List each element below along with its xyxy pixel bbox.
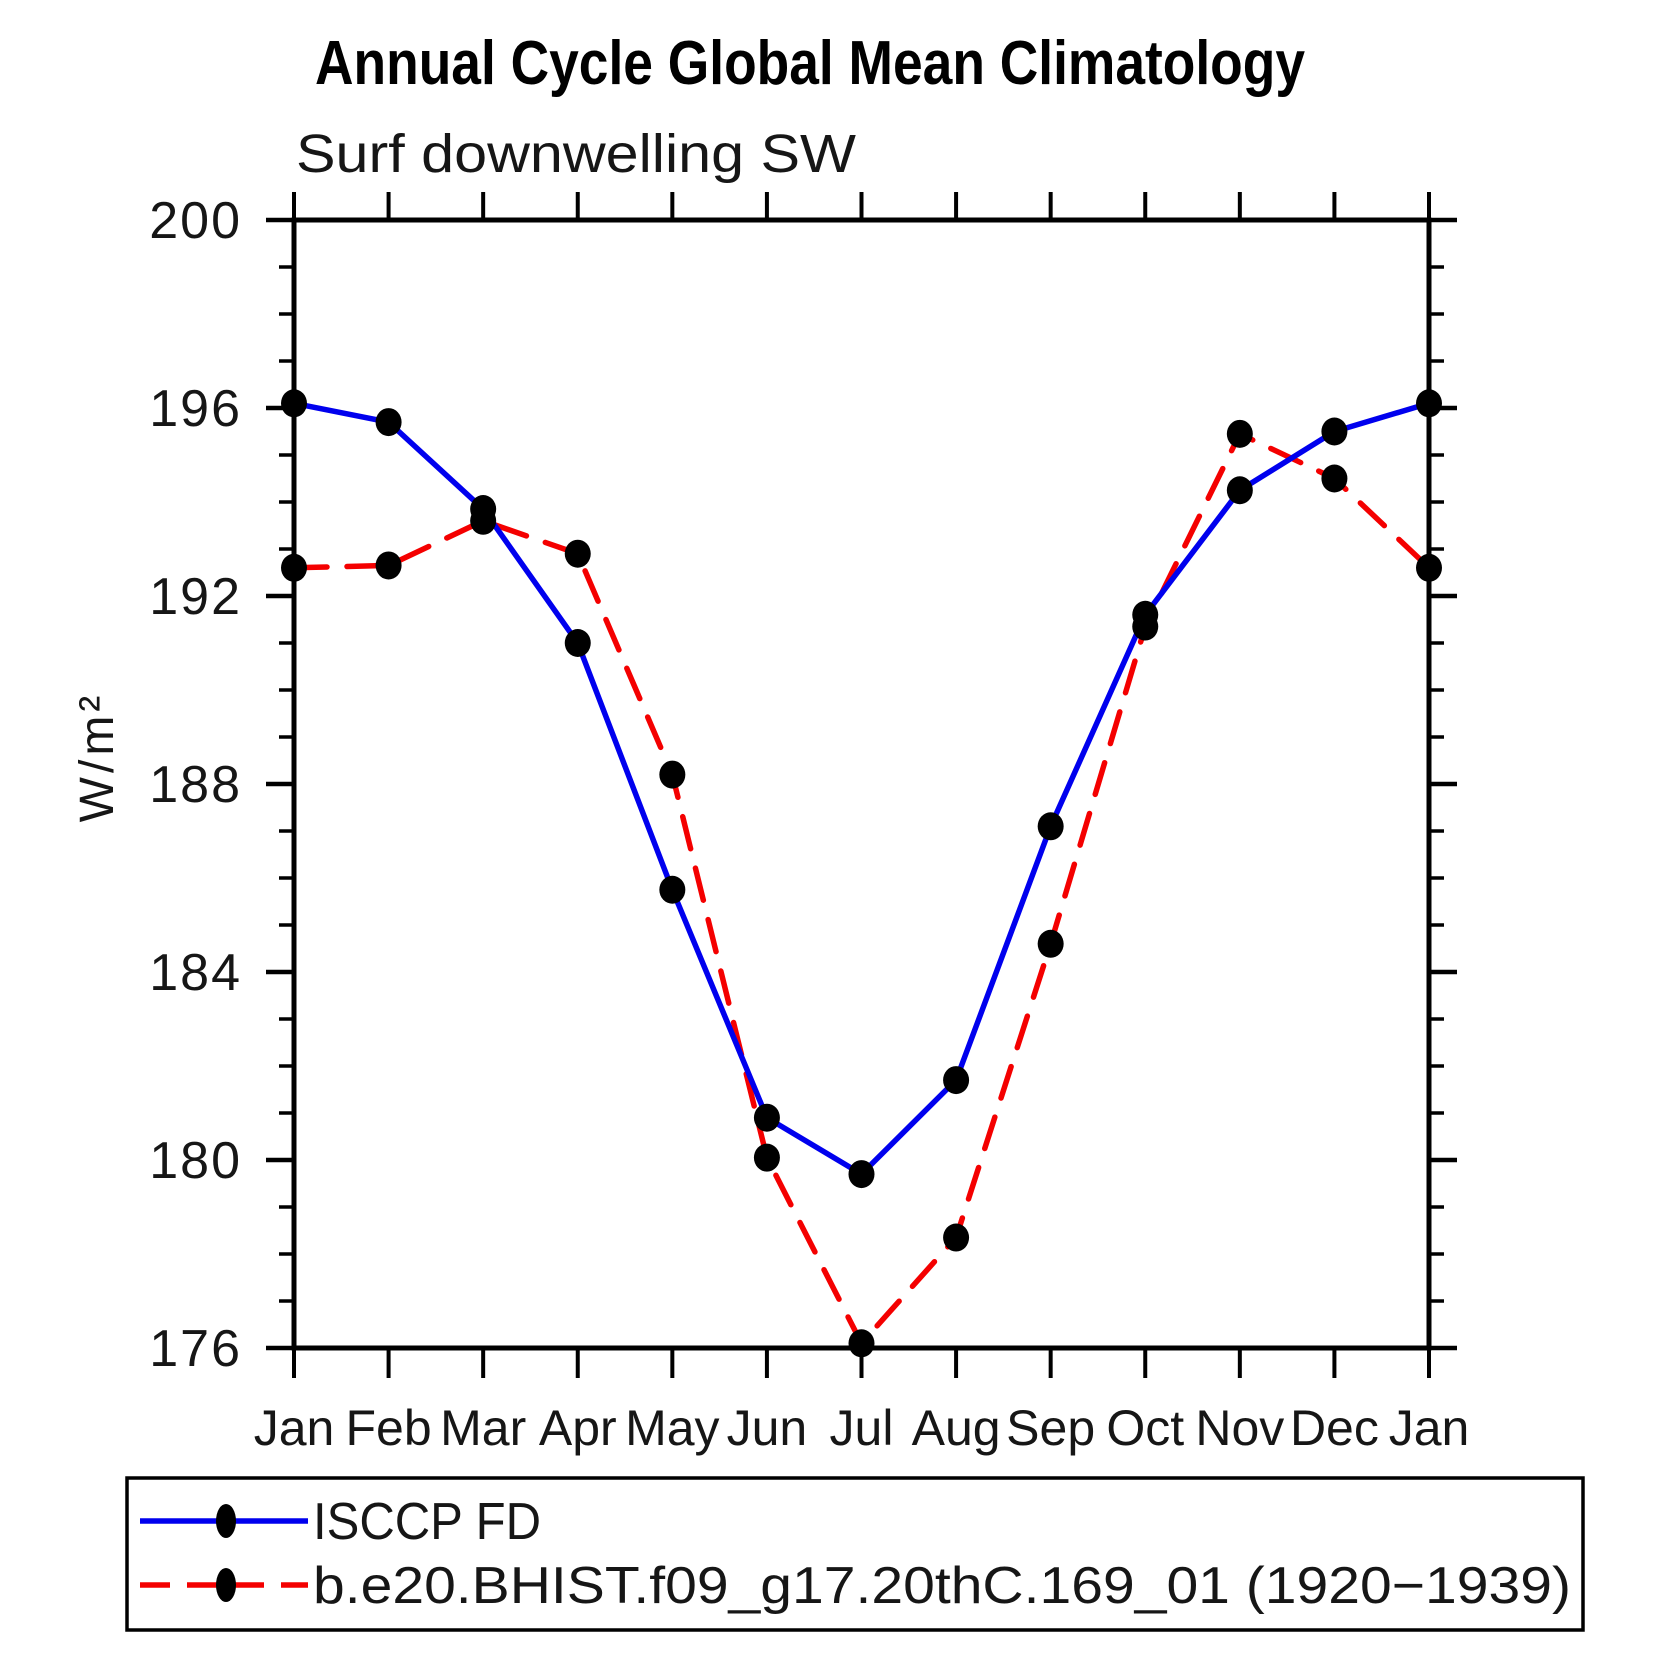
- legend-marker-icon: [216, 1504, 236, 1538]
- legend-label-isccp: ISCCP FD: [313, 1493, 541, 1551]
- data-point-marker: [659, 875, 686, 904]
- data-point-marker: [375, 551, 402, 580]
- data-point-marker: [375, 408, 402, 437]
- legend-marker-icon: [216, 1568, 236, 1602]
- x-tick-label: Nov: [1195, 1400, 1284, 1456]
- data-point-marker: [943, 1066, 970, 1095]
- data-point-marker: [1037, 812, 1064, 841]
- x-tick-label: Dec: [1290, 1400, 1379, 1456]
- data-point-marker: [470, 506, 497, 535]
- data-point-marker: [1321, 464, 1348, 493]
- legend-box: ISCCP FD b.e20.BHIST.f09_g17.20thC.169_0…: [125, 1476, 1585, 1632]
- legend-label-model: b.e20.BHIST.f09_g17.20thC.169_01 (1920−1…: [313, 1557, 1571, 1615]
- data-point-marker: [1132, 612, 1159, 641]
- data-point-marker: [1226, 419, 1253, 448]
- y-tick-label: 188: [149, 756, 242, 814]
- data-point-marker: [564, 539, 591, 568]
- x-tick-label: Jul: [830, 1400, 894, 1456]
- data-point-marker: [753, 1143, 780, 1172]
- y-tick-label: 196: [149, 380, 242, 438]
- data-point-marker: [848, 1329, 875, 1358]
- y-tick-label: 192: [149, 568, 242, 626]
- series-line-isccp: [291, 400, 1432, 1177]
- x-tick-label: Feb: [345, 1400, 431, 1456]
- x-tick-label: Jun: [727, 1400, 808, 1456]
- data-point-marker: [1416, 553, 1442, 582]
- data-point-marker: [753, 1103, 780, 1132]
- x-tick-label: May: [625, 1400, 719, 1456]
- data-point-marker: [1226, 476, 1253, 505]
- y-tick-label: 184: [149, 944, 242, 1002]
- x-tick-label: Jan: [1389, 1400, 1470, 1456]
- data-point-marker: [1321, 417, 1348, 446]
- x-tick-label: Jan: [254, 1400, 335, 1456]
- data-point-marker: [564, 629, 591, 657]
- data-point-marker: [281, 553, 307, 582]
- data-point-marker: [281, 389, 307, 418]
- data-point-marker: [943, 1223, 970, 1252]
- data-point-marker: [659, 760, 686, 789]
- chart-title: Annual Cycle Global Mean Climatology: [315, 29, 1305, 98]
- data-point-marker: [1416, 389, 1442, 418]
- x-tick-label: Mar: [440, 1400, 526, 1456]
- data-point-marker: [848, 1160, 875, 1189]
- chart-subtitle: Surf downwelling SW: [296, 124, 856, 184]
- x-tick-label: Oct: [1106, 1400, 1184, 1456]
- y-tick-label: 200: [149, 192, 242, 250]
- y-tick-label: 180: [149, 1132, 242, 1190]
- y-axis-label: W/m²: [71, 692, 124, 823]
- data-point-marker: [1037, 929, 1064, 958]
- x-tick-label: Sep: [1006, 1400, 1095, 1456]
- x-tick-label: Apr: [539, 1400, 617, 1456]
- series-line-model: [291, 431, 1432, 1347]
- x-tick-label: Aug: [912, 1400, 1001, 1456]
- y-tick-label: 176: [149, 1320, 242, 1378]
- legend-frame: [125, 1476, 1585, 1632]
